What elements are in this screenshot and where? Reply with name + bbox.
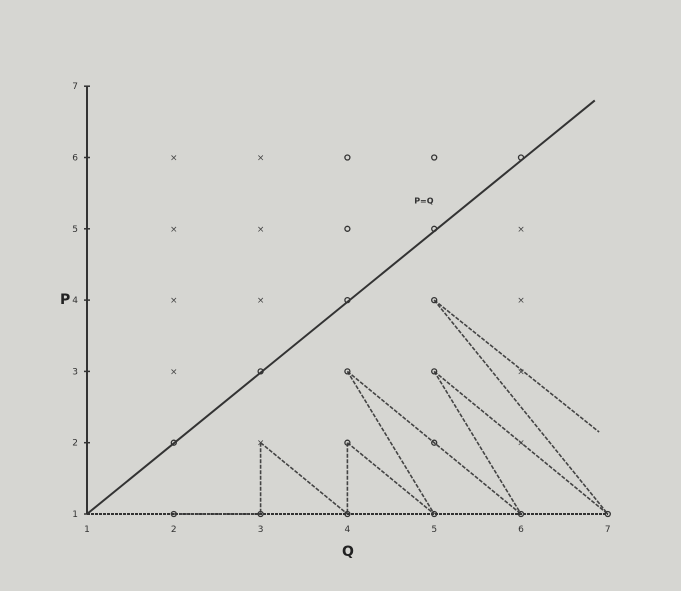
y-tick-label: 6 bbox=[72, 154, 78, 164]
point-o bbox=[344, 439, 351, 446]
point-o bbox=[257, 510, 264, 518]
point-o bbox=[431, 296, 438, 304]
point-o bbox=[604, 510, 611, 518]
point-x: × bbox=[170, 296, 178, 306]
point-x: × bbox=[170, 154, 178, 164]
point-o bbox=[170, 439, 177, 446]
y-tick-label: 7 bbox=[72, 82, 78, 92]
dashed-segment bbox=[433, 299, 600, 433]
y-axis-label: P bbox=[60, 292, 70, 308]
y-tick-label: 1 bbox=[72, 510, 78, 520]
point-o bbox=[431, 154, 438, 161]
dashed-segment bbox=[433, 299, 609, 515]
point-x: × bbox=[517, 225, 525, 235]
x-tick-label: 2 bbox=[171, 525, 177, 535]
dashed-segment bbox=[433, 370, 522, 515]
point-o bbox=[431, 439, 438, 446]
point-x: × bbox=[257, 439, 265, 449]
y-tick-label: 5 bbox=[72, 225, 78, 235]
point-o bbox=[344, 510, 351, 518]
x-tick-label: 6 bbox=[518, 525, 524, 535]
x-tick-label: 4 bbox=[345, 525, 351, 535]
point-x: × bbox=[170, 367, 178, 377]
dashed-segment bbox=[346, 442, 435, 515]
x-tick-label: 1 bbox=[84, 525, 90, 535]
point-o bbox=[431, 510, 438, 518]
x-axis-label: Q bbox=[342, 544, 354, 560]
dashed-segment bbox=[346, 370, 435, 515]
point-o bbox=[344, 296, 351, 304]
point-o bbox=[344, 154, 351, 161]
point-o bbox=[344, 225, 351, 232]
dashed-segment bbox=[433, 370, 609, 515]
point-o bbox=[517, 510, 525, 518]
point-o bbox=[170, 510, 177, 518]
x-tick-label: 3 bbox=[258, 525, 264, 535]
y-tick-label: 4 bbox=[72, 296, 78, 306]
dashed-segment bbox=[260, 442, 348, 515]
point-x: × bbox=[170, 225, 178, 235]
point-o bbox=[431, 225, 438, 232]
point-o bbox=[344, 368, 351, 375]
x-tick-label: 5 bbox=[431, 525, 437, 535]
point-x: × bbox=[517, 296, 525, 306]
point-o bbox=[517, 154, 525, 161]
dashed-segment bbox=[346, 370, 522, 515]
annotation-p-equals-q: P=Q bbox=[414, 196, 434, 205]
point-x: × bbox=[257, 154, 265, 164]
point-x: × bbox=[257, 296, 265, 306]
diagonal-line-p-equals-q bbox=[86, 99, 596, 515]
point-x: × bbox=[517, 367, 525, 377]
point-x: × bbox=[257, 225, 265, 235]
y-tick-label: 2 bbox=[72, 439, 78, 449]
x-tick-label: 7 bbox=[605, 525, 611, 535]
point-x: × bbox=[517, 439, 525, 449]
point-o bbox=[431, 368, 438, 375]
point-o bbox=[257, 368, 264, 375]
y-tick-label: 3 bbox=[72, 367, 78, 377]
